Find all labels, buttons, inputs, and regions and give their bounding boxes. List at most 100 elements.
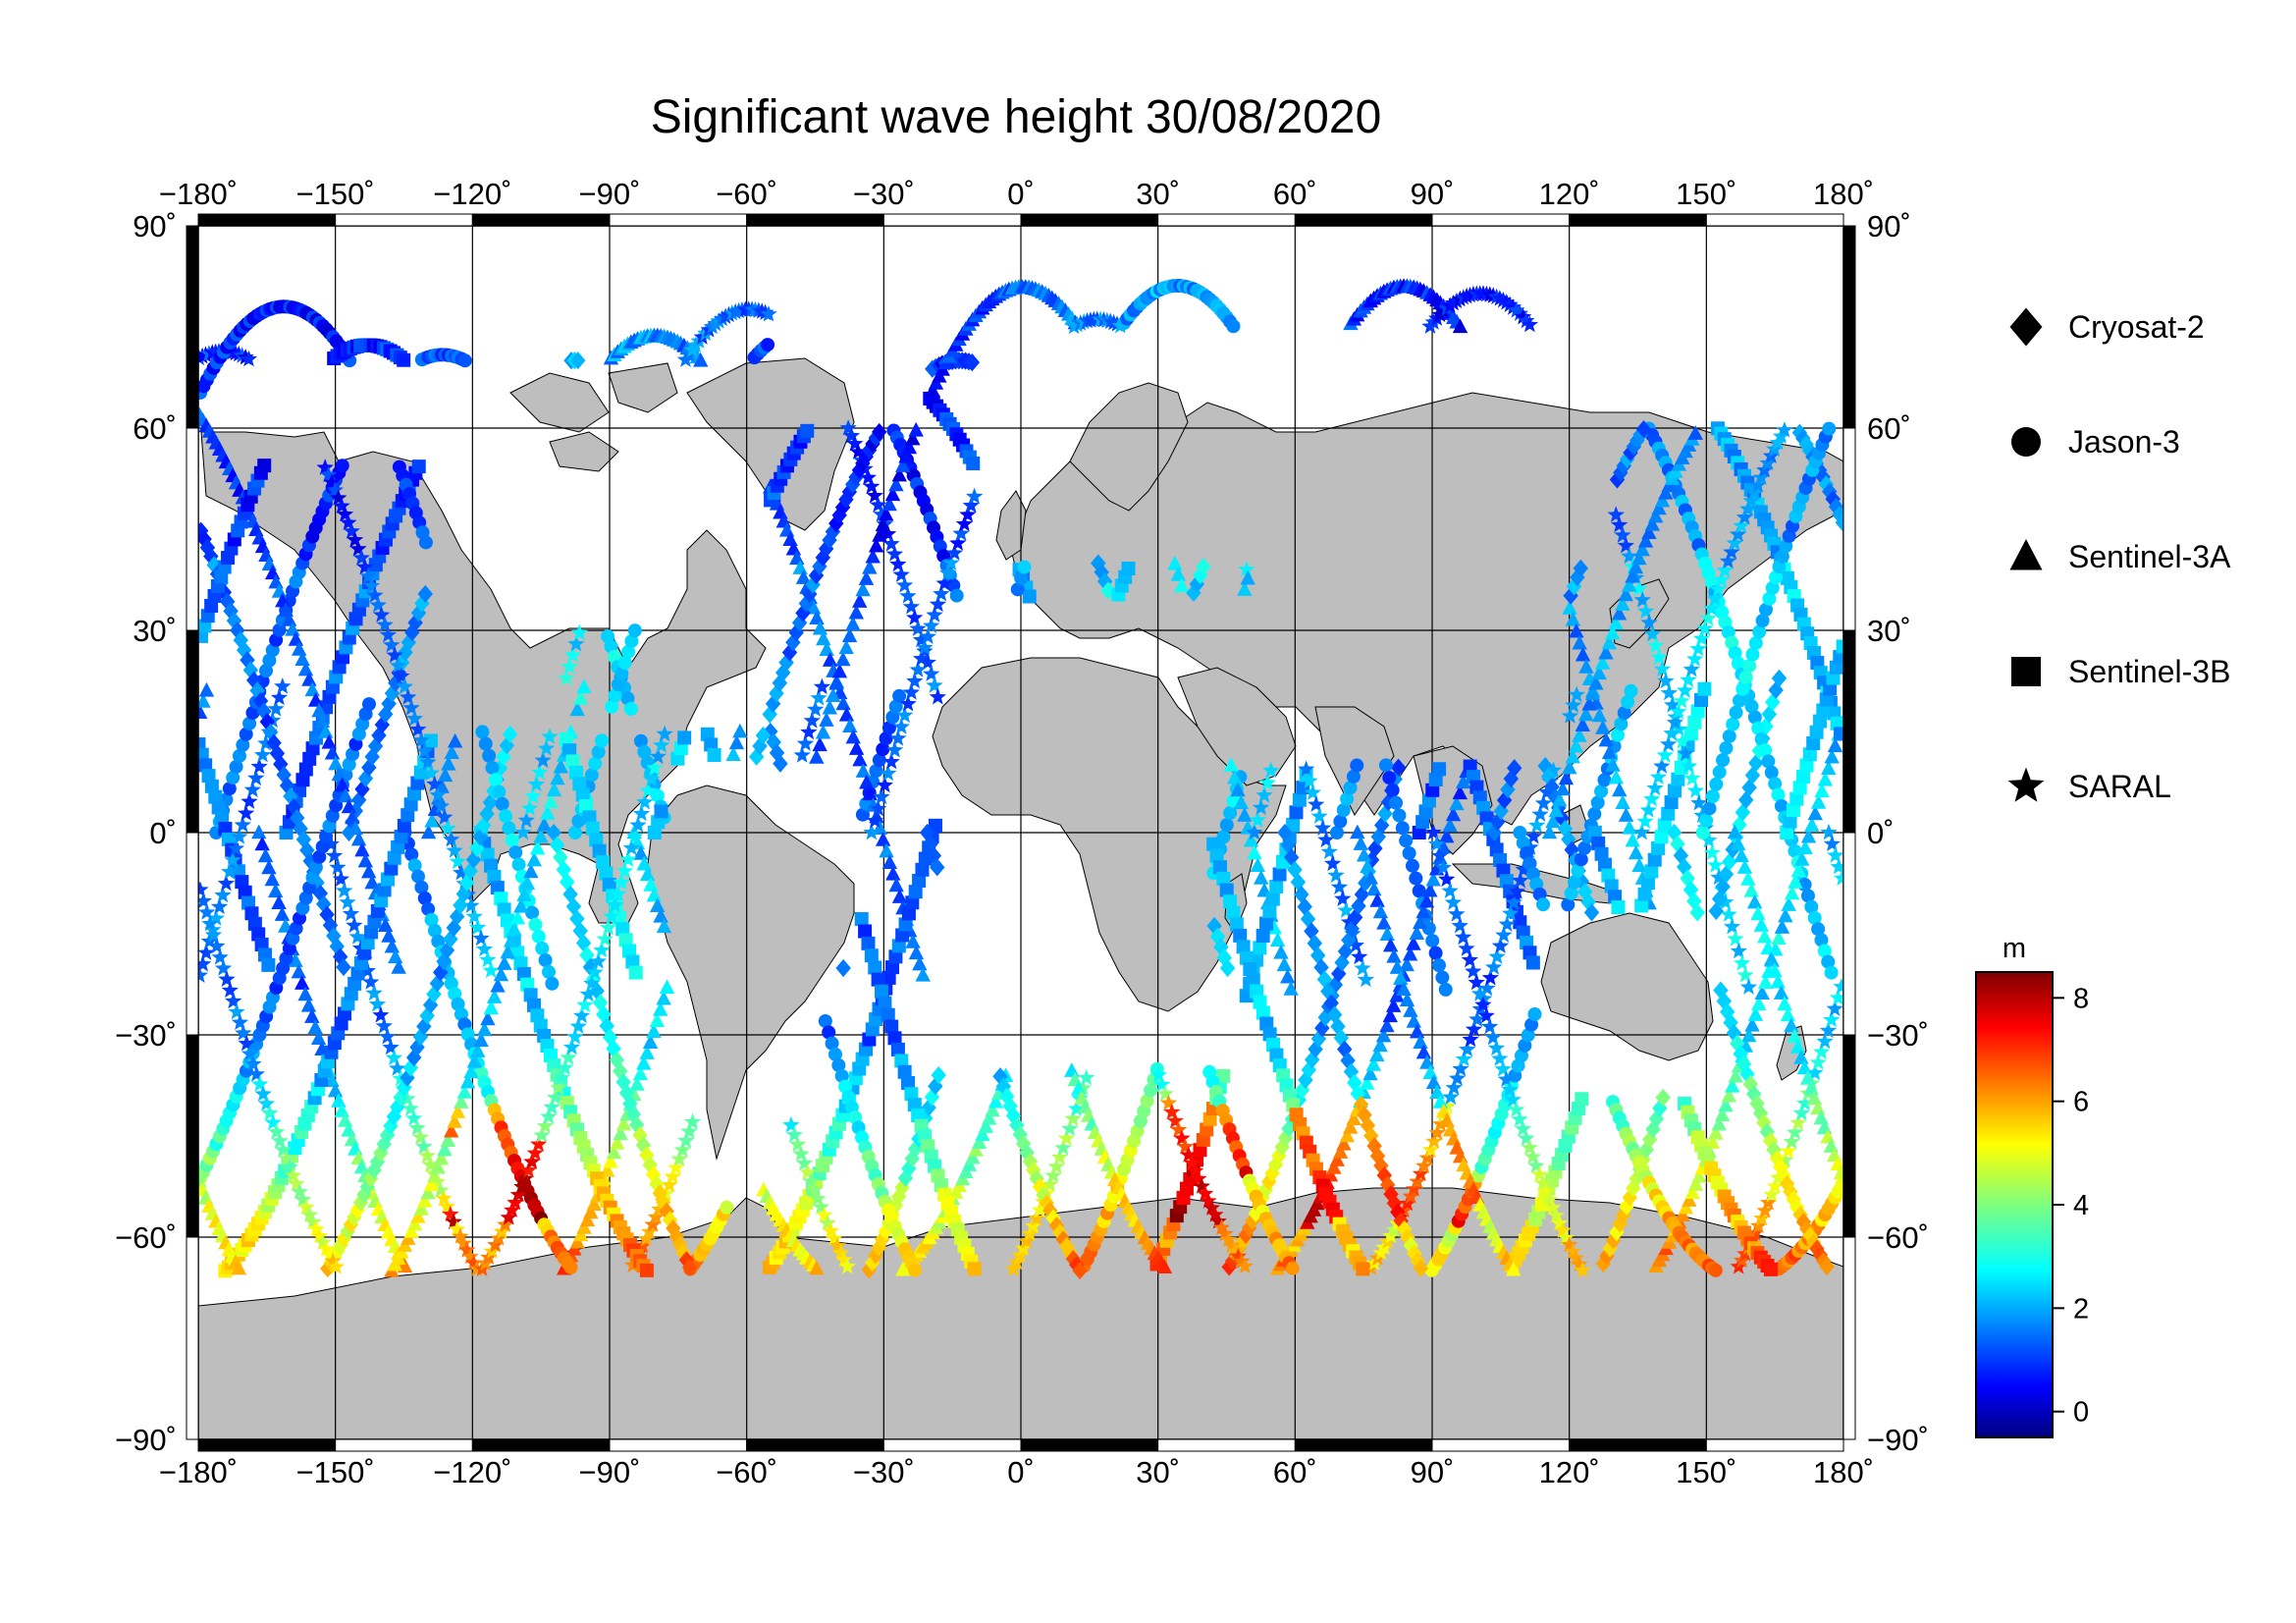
frame-segment-top: [1294, 213, 1433, 227]
land-australia: [1540, 912, 1714, 1061]
lat-tick-left: 60˚: [133, 411, 177, 446]
lat-tick-left: −30˚: [115, 1018, 177, 1053]
track-circle: [1202, 683, 1638, 1277]
frame-segment-left: [186, 225, 199, 429]
track-square: [1206, 681, 1712, 1276]
frame-segment-left: [186, 427, 199, 631]
frame-segment-top: [1431, 213, 1571, 227]
legend-label: Jason-3: [2068, 424, 2180, 460]
frame-segment-bottom: [882, 1438, 1022, 1452]
frame-segment-right: [1842, 427, 1856, 631]
lon-tick-top: 60˚: [1273, 177, 1317, 211]
lon-tick-top: −90˚: [579, 177, 641, 211]
lon-tick-top: 150˚: [1676, 177, 1736, 211]
lon-tick-top: −180˚: [159, 177, 238, 211]
lon-tick-top: 0˚: [1007, 177, 1035, 211]
legend-item-jason-3: Jason-3: [2011, 424, 2180, 460]
lon-tick-top: 90˚: [1411, 177, 1455, 211]
lon-tick-top: 30˚: [1136, 177, 1180, 211]
colorbar-tick-label: 6: [2073, 1087, 2089, 1118]
colorbar-gradient: [1975, 971, 2054, 1438]
frame-segment-right: [1842, 225, 1856, 429]
lat-tick-right: 0˚: [1867, 816, 1895, 850]
lon-tick-bottom: −150˚: [296, 1455, 375, 1489]
frame-segment-top: [197, 213, 337, 227]
lon-tick-top: −150˚: [296, 177, 375, 211]
lat-tick-right: 30˚: [1867, 614, 1911, 648]
track-triangle: [198, 681, 1843, 1276]
track-triangle: [198, 678, 1843, 1277]
legend-item-cryosat-2: Cryosat-2: [2009, 307, 2205, 347]
lon-tick-bottom: −180˚: [159, 1455, 238, 1489]
lon-tick-bottom: 0˚: [1007, 1455, 1035, 1489]
lon-tick-bottom: 60˚: [1273, 1455, 1317, 1489]
frame-segment-bottom: [746, 1438, 884, 1452]
legend-label: Sentinel-3B: [2068, 654, 2230, 689]
frame-segment-top: [471, 213, 611, 227]
lat-tick-left: 0˚: [149, 816, 177, 850]
lon-tick-bottom: 180˚: [1813, 1455, 1874, 1489]
lon-tick-bottom: 120˚: [1539, 1455, 1600, 1489]
lat-tick-right: 60˚: [1867, 411, 1911, 446]
frame-segment-bottom: [335, 1438, 473, 1452]
frame-segment-bottom: [1020, 1438, 1159, 1452]
frame-segment-right: [1842, 629, 1856, 834]
lat-tick-right: −60˚: [1867, 1220, 1929, 1255]
frame-segment-left: [186, 1034, 199, 1238]
lon-tick-bottom: 150˚: [1676, 1455, 1736, 1489]
land-greenland: [686, 357, 855, 531]
frame-segment-bottom: [1157, 1438, 1296, 1452]
frame-segment-top: [882, 213, 1022, 227]
frame-segment-right: [1842, 1034, 1856, 1238]
track-square: [647, 391, 1037, 839]
axis-tick-labels: −180˚ −180˚ −150˚ −150˚ −120˚ −120˚ −90˚ −90˚ −6…: [115, 177, 1929, 1489]
colorbar: m 0 2 4 6 8: [1975, 933, 2089, 1438]
lat-tick-left: −60˚: [115, 1220, 177, 1255]
legend-item-sentinel-3a: Sentinel-3A: [2009, 539, 2231, 574]
track-star: [863, 310, 1375, 988]
chart-title: Significant wave height 30/08/2020: [650, 91, 1382, 143]
track-square: [198, 338, 1843, 980]
frame-segment-top: [746, 213, 884, 227]
track-star: [1149, 685, 1585, 1275]
track-triangle: [809, 279, 1299, 996]
frame-segment-top: [609, 213, 748, 227]
lat-tick-left: −90˚: [115, 1423, 177, 1457]
track-star: [514, 300, 946, 840]
track-triangle: [198, 406, 1703, 974]
frame-segment-top: [335, 213, 473, 227]
triangle-marker-icon: [2009, 539, 2043, 570]
frame-segment-right: [1842, 832, 1856, 1036]
lon-tick-bottom: −30˚: [853, 1455, 915, 1489]
track-square: [473, 818, 942, 1277]
frame-segment-bottom: [471, 1438, 611, 1452]
lon-tick-bottom: −90˚: [579, 1455, 641, 1489]
legend-label: Sentinel-3A: [2068, 539, 2231, 574]
frame-segment-bottom: [1569, 1438, 1707, 1452]
frame-segment-top: [1157, 213, 1296, 227]
frame-segment-bottom: [1705, 1438, 1844, 1452]
frame-segment-left: [186, 629, 199, 834]
frame-segment-right: [1842, 1236, 1856, 1440]
land-arabia: [1177, 667, 1297, 786]
colorbar-tick-label: 4: [2073, 1190, 2089, 1221]
lon-tick-bottom: 90˚: [1411, 1455, 1455, 1489]
frame-segment-top: [1569, 213, 1707, 227]
track-square: [218, 733, 1778, 1278]
lon-tick-bottom: −60˚: [716, 1455, 777, 1489]
lon-tick-top: 120˚: [1539, 177, 1600, 211]
frame-segment-bottom: [197, 1438, 337, 1452]
star-marker-icon: [2007, 767, 2045, 802]
colorbar-tick-label: 8: [2073, 983, 2089, 1014]
lon-tick-bottom: 30˚: [1136, 1455, 1180, 1489]
lon-tick-top: 180˚: [1813, 177, 1874, 211]
colorbar-tick-label: 2: [2073, 1293, 2089, 1325]
legend-label: SARAL: [2068, 769, 2171, 804]
lat-tick-right: 90˚: [1867, 209, 1911, 243]
legend-label: Cryosat-2: [2068, 309, 2205, 345]
map-frame: [186, 213, 1856, 1452]
frame-segment-bottom: [609, 1438, 748, 1452]
land-south-america: [647, 784, 855, 1161]
track-circle: [198, 299, 1837, 991]
